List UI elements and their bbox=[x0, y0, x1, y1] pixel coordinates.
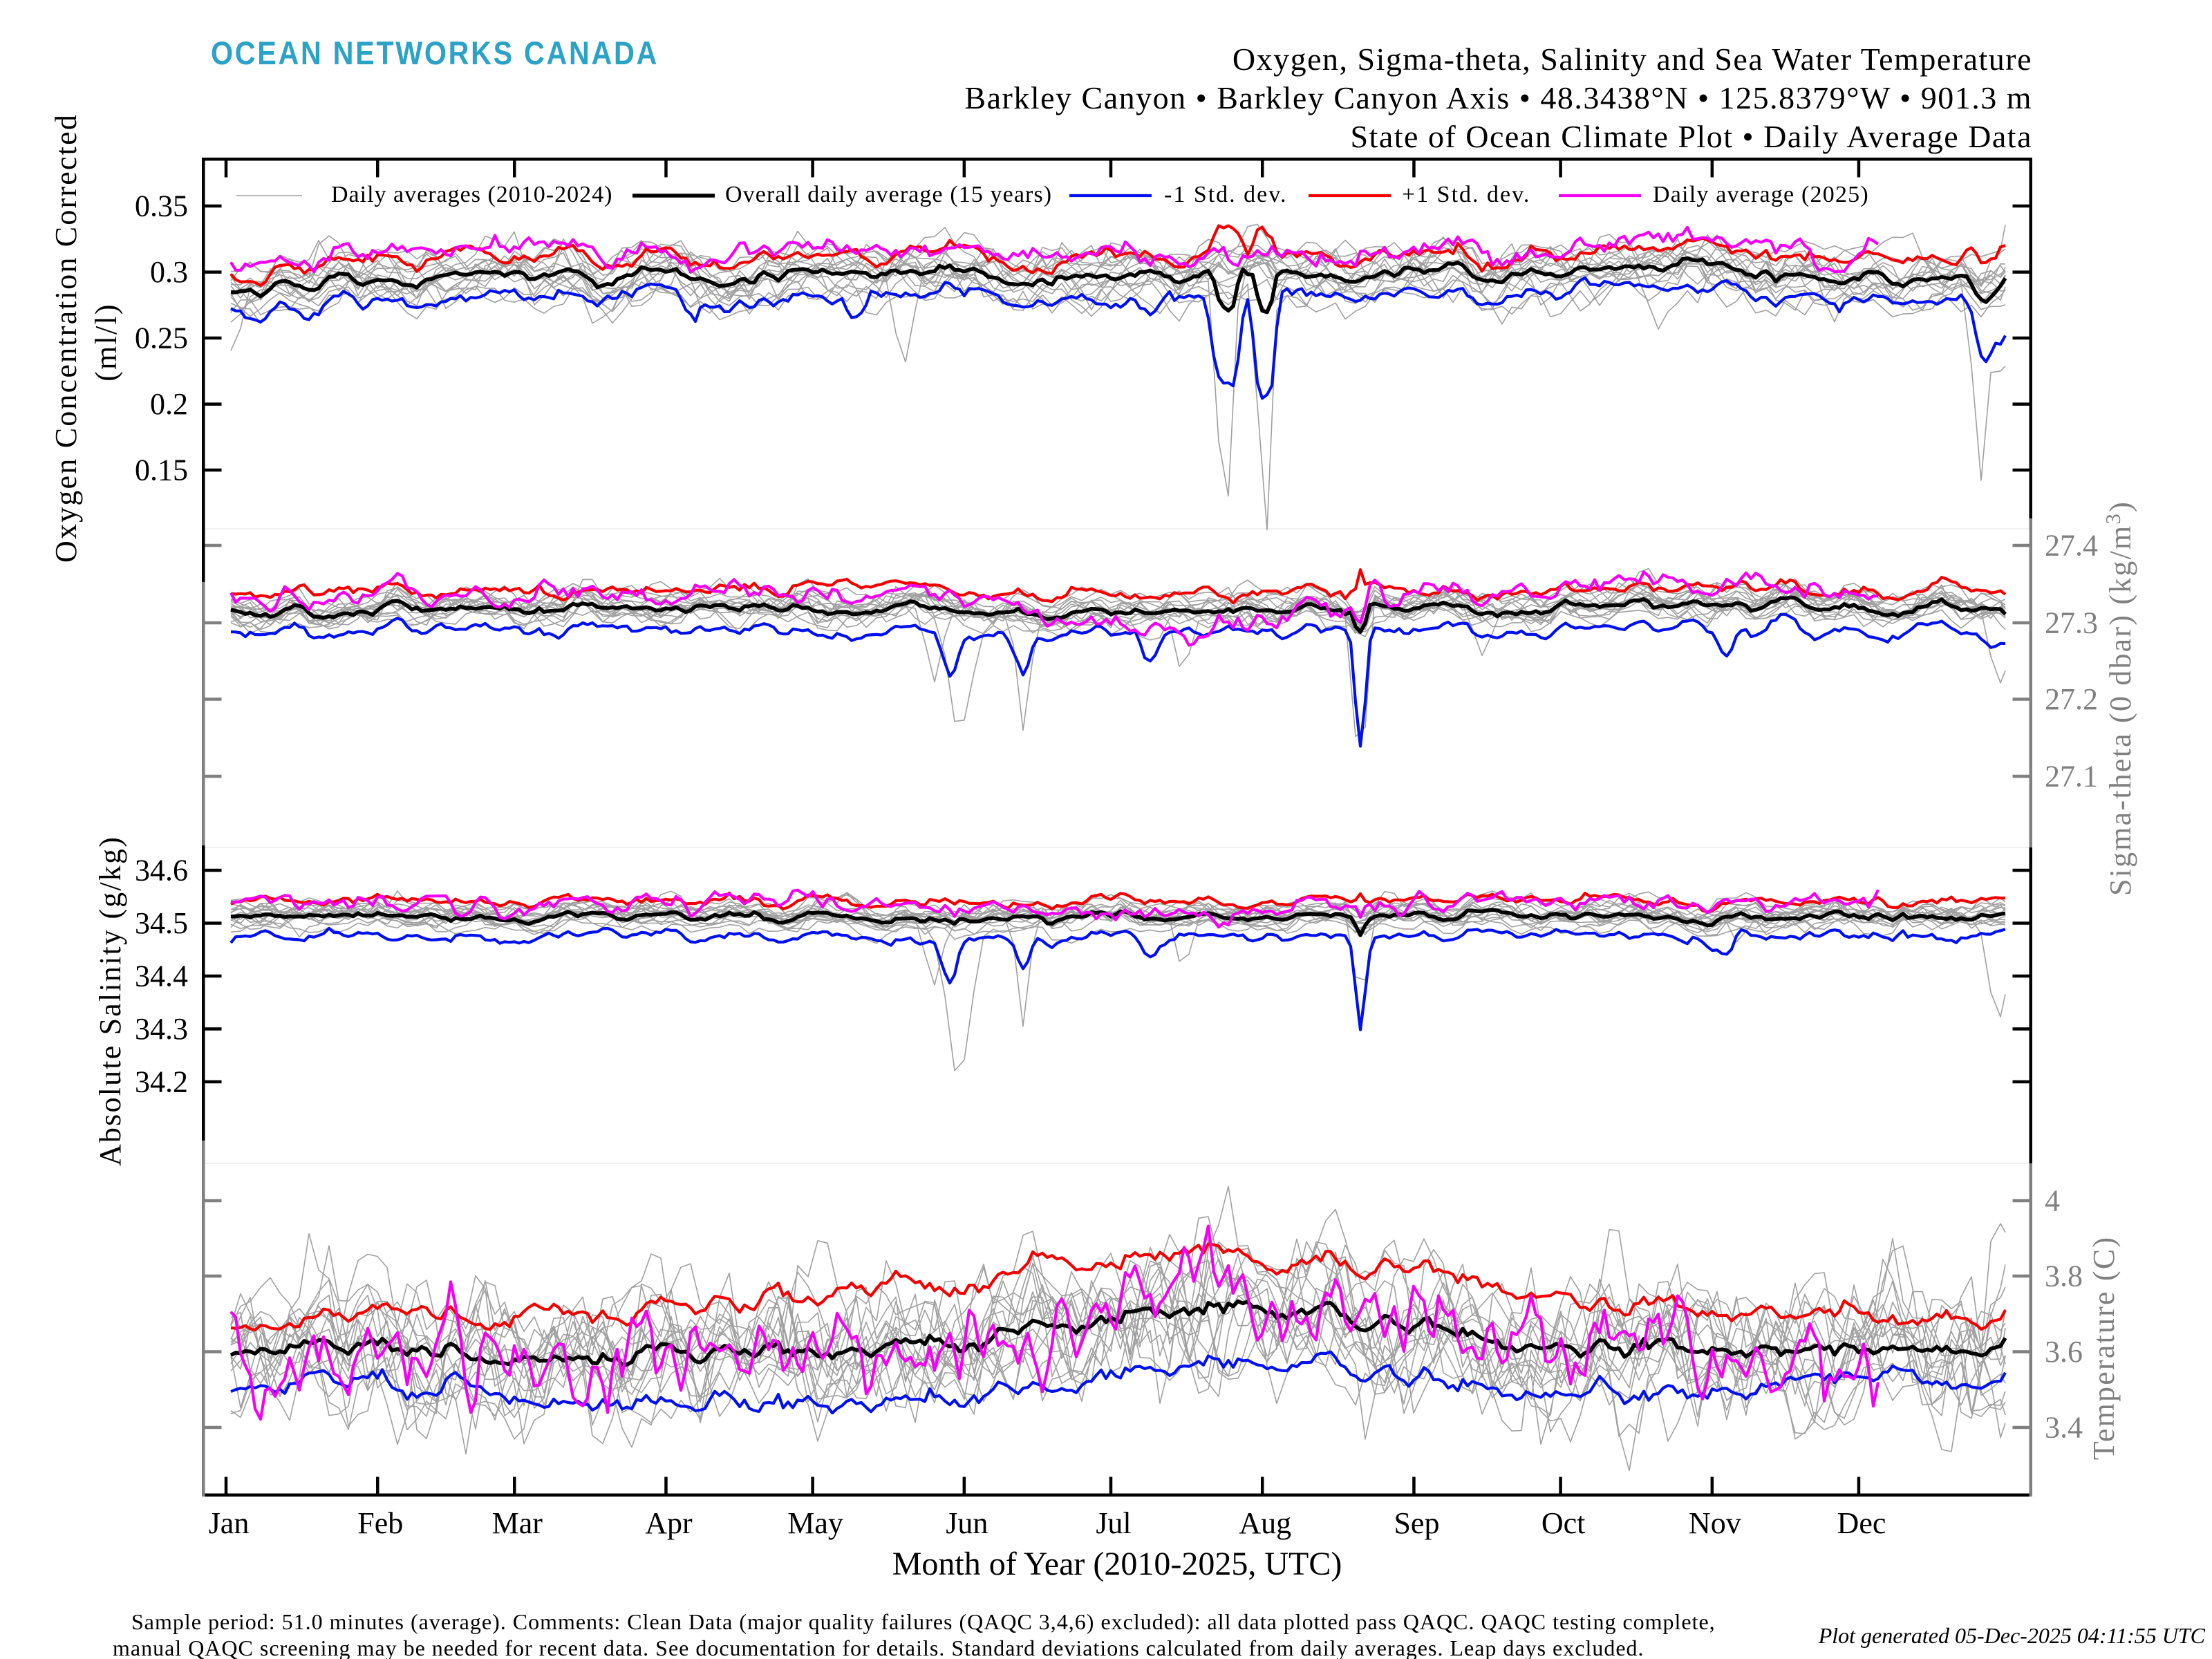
svg-text:27.2: 27.2 bbox=[2045, 682, 2098, 716]
svg-text:Temperature (C): Temperature (C) bbox=[2087, 1236, 2121, 1460]
svg-text:Sep: Sep bbox=[1394, 1506, 1439, 1540]
svg-text:Jan: Jan bbox=[209, 1506, 250, 1540]
svg-text:34.4: 34.4 bbox=[135, 959, 188, 993]
svg-text:0.25: 0.25 bbox=[135, 321, 188, 355]
svg-text:manual QAQC screening may be n: manual QAQC screening may be needed for … bbox=[113, 1635, 1644, 1659]
svg-text:34.2: 34.2 bbox=[135, 1065, 188, 1099]
svg-text:Mar: Mar bbox=[492, 1506, 543, 1540]
svg-text:3.4: 3.4 bbox=[2045, 1411, 2083, 1445]
svg-text:Oxygen, Sigma-theta, Salinity: Oxygen, Sigma-theta, Salinity and Sea Wa… bbox=[1232, 41, 2032, 77]
svg-text:Aug: Aug bbox=[1239, 1506, 1291, 1540]
svg-text:Daily averages (2010-2024): Daily averages (2010-2024) bbox=[331, 182, 612, 207]
svg-text:-1 Std. dev.: -1 Std. dev. bbox=[1164, 182, 1288, 207]
svg-text:0.15: 0.15 bbox=[135, 453, 188, 487]
svg-text:27.4: 27.4 bbox=[2045, 529, 2098, 563]
svg-text:27.3: 27.3 bbox=[2045, 606, 2098, 640]
svg-text:4: 4 bbox=[2045, 1184, 2060, 1218]
svg-text:34.6: 34.6 bbox=[135, 854, 188, 888]
svg-text:Jun: Jun bbox=[946, 1506, 988, 1540]
svg-text:0.2: 0.2 bbox=[150, 387, 188, 421]
svg-text:OCEAN NETWORKS CANADA: OCEAN NETWORKS CANADA bbox=[211, 36, 659, 72]
svg-text:0.3: 0.3 bbox=[150, 255, 188, 289]
svg-text:34.5: 34.5 bbox=[135, 906, 188, 940]
svg-text:3.6: 3.6 bbox=[2045, 1335, 2083, 1369]
svg-text:27.1: 27.1 bbox=[2045, 760, 2098, 794]
svg-text:Absolute Salinity (g/kg): Absolute Salinity (g/kg) bbox=[93, 836, 127, 1166]
svg-text:Nov: Nov bbox=[1689, 1506, 1741, 1540]
svg-text:Apr: Apr bbox=[645, 1506, 693, 1540]
svg-text:(ml/l): (ml/l) bbox=[89, 303, 123, 381]
svg-text:Daily average (2025): Daily average (2025) bbox=[1653, 182, 1869, 207]
svg-text:Sigma-theta (0 dbar) (kg/m3): Sigma-theta (0 dbar) (kg/m3) bbox=[2101, 500, 2137, 896]
svg-text:34.3: 34.3 bbox=[135, 1012, 188, 1046]
svg-text:Oct: Oct bbox=[1541, 1506, 1586, 1540]
svg-text:Oxygen Concentration Corrected: Oxygen Concentration Corrected bbox=[49, 113, 83, 563]
svg-text:Plot generated 05-Dec-2025 04:: Plot generated 05-Dec-2025 04:11:55 UTC bbox=[1818, 1623, 2206, 1648]
svg-text:Overall daily average (15 year: Overall daily average (15 years) bbox=[725, 182, 1052, 207]
svg-text:Feb: Feb bbox=[357, 1506, 403, 1540]
svg-text:+1 Std. dev.: +1 Std. dev. bbox=[1402, 182, 1530, 207]
svg-text:0.35: 0.35 bbox=[135, 189, 188, 223]
svg-text:Barkley Canyon • Barkley Canyo: Barkley Canyon • Barkley Canyon Axis • 4… bbox=[964, 80, 2032, 115]
svg-text:Jul: Jul bbox=[1096, 1506, 1131, 1540]
svg-text:Dec: Dec bbox=[1837, 1506, 1886, 1540]
svg-text:May: May bbox=[787, 1506, 843, 1540]
svg-text:State of Ocean Climate Plot •: State of Ocean Climate Plot • Daily Aver… bbox=[1350, 119, 2032, 154]
svg-text:Sample period: 51.0 minutes (a: Sample period: 51.0 minutes (average). C… bbox=[131, 1609, 1716, 1634]
svg-text:Month of Year (2010-2025, UTC): Month of Year (2010-2025, UTC) bbox=[892, 1546, 1342, 1582]
svg-text:3.8: 3.8 bbox=[2045, 1259, 2083, 1293]
